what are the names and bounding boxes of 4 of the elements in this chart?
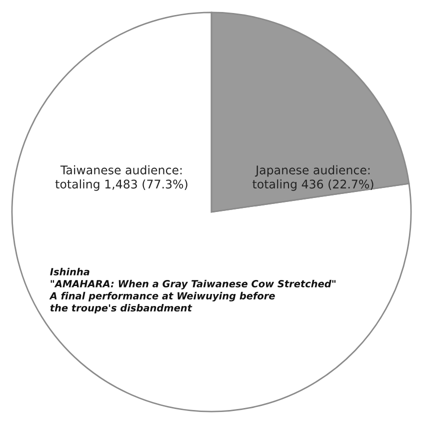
text: Ishinha "AMAHARA: When a Gray Taiwanese Cow Stretched" A final performance at Weiwuying before the troupe's disbandment: [49, 268, 336, 314]
slice-label: Taiwanese audience: totaling 1,483 (77.3%): [55, 165, 188, 191]
slice-label: Japanese audience: totaling 436 (22.7%): [252, 165, 374, 191]
pie-slice: [11, 12, 412, 412]
